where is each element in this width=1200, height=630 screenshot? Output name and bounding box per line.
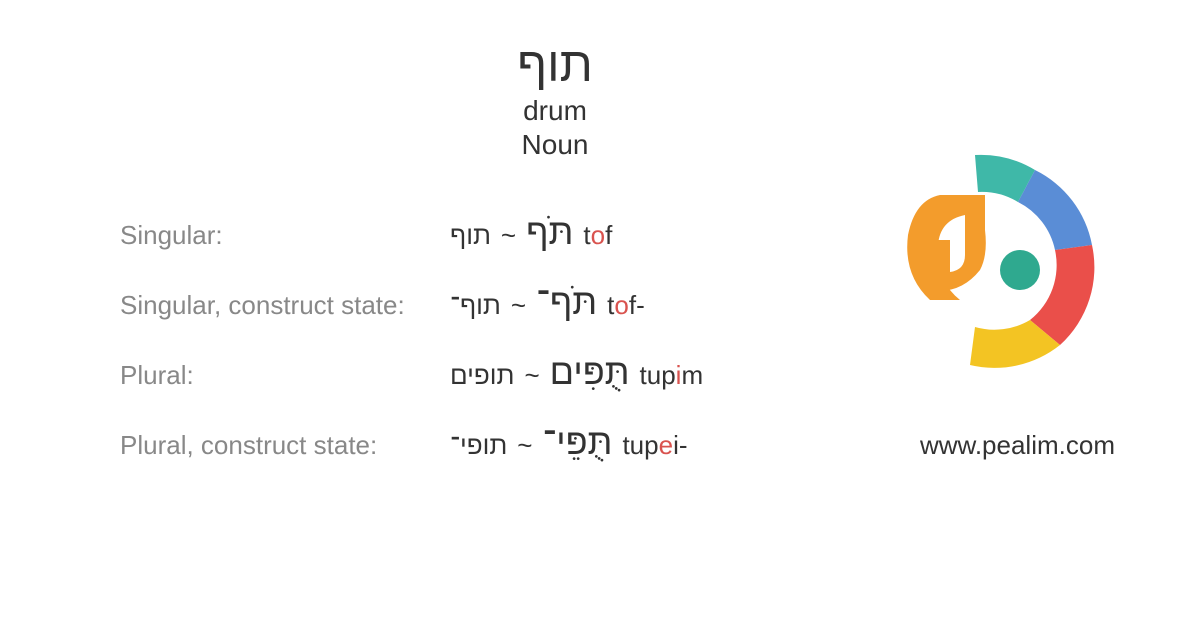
- form-row: Singular, construct state: תוף־ ~ תֹּף־ …: [120, 281, 820, 323]
- tilde: ~: [517, 430, 532, 461]
- hebrew-vowel: תֻּפִּים: [550, 351, 630, 393]
- form-value: תוף־ ~ תֹּף־ tof-: [450, 281, 645, 323]
- hebrew-no-vowel: תוף: [450, 220, 491, 251]
- translation: drum: [290, 95, 820, 127]
- hebrew-no-vowel: תופי־: [450, 430, 507, 461]
- form-row: Plural: תופים ~ תֻּפִּים tupim: [120, 351, 820, 393]
- hebrew-vowel: תֻּפֵּי־: [542, 421, 612, 463]
- hebrew-main: תוף: [290, 40, 820, 93]
- hebrew-vowel: תֹּף: [526, 211, 573, 253]
- part-of-speech: Noun: [290, 129, 820, 161]
- hebrew-vowel: תֹּף־: [536, 281, 597, 323]
- hebrew-no-vowel: תוף־: [450, 290, 501, 321]
- form-value: תוף ~ תֹּף tof: [450, 211, 612, 253]
- tilde: ~: [511, 290, 526, 321]
- form-label: Plural, construct state:: [120, 430, 450, 461]
- form-row: Plural, construct state: תופי־ ~ תֻּפֵּי…: [120, 421, 820, 463]
- form-label: Plural:: [120, 360, 450, 391]
- transliteration: tof: [583, 220, 612, 251]
- forms-list: Singular: תוף ~ תֹּף tof Singular, const…: [120, 211, 820, 463]
- form-row: Singular: תוף ~ תֹּף tof: [120, 211, 820, 253]
- tilde: ~: [501, 220, 516, 251]
- transliteration: tupim: [640, 360, 704, 391]
- word-header: תוף drum Noun: [120, 40, 820, 161]
- transliteration: tupei-: [622, 430, 687, 461]
- tilde: ~: [524, 360, 539, 391]
- hebrew-no-vowel: תופים: [450, 360, 514, 391]
- form-value: תופי־ ~ תֻּפֵּי־ tupei-: [450, 421, 688, 463]
- form-label: Singular, construct state:: [120, 290, 450, 321]
- form-label: Singular:: [120, 220, 450, 251]
- transliteration: tof-: [607, 290, 645, 321]
- form-value: תופים ~ תֻּפִּים tupim: [450, 351, 703, 393]
- content-panel: תוף drum Noun Singular: תוף ~ תֹּף tof S…: [120, 40, 820, 491]
- pealim-logo: [870, 140, 1110, 380]
- site-url: www.pealim.com: [920, 430, 1115, 461]
